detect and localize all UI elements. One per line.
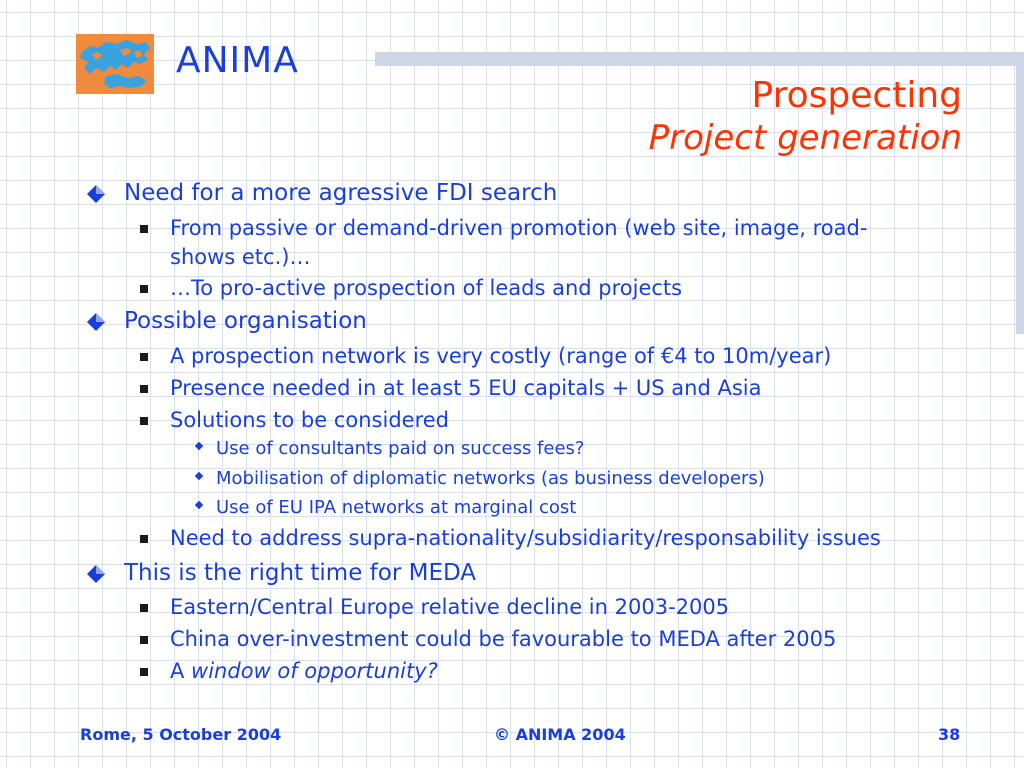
square-bullet-icon — [140, 417, 148, 425]
bullet-level2: …To pro-active prospection of leads and … — [140, 274, 682, 303]
bullet-level2: Eastern/Central Europe relative decline … — [140, 593, 729, 622]
bullet-level2: Need to address supra-nationality/subsid… — [140, 524, 881, 553]
square-bullet-icon — [140, 353, 148, 361]
square-bullet-icon — [140, 535, 148, 543]
bullet-level2: A window of opportunity? — [140, 657, 438, 686]
bullet-level2: From passive or demand-driven promotion … — [140, 214, 867, 272]
diamond-bullet-icon — [87, 313, 105, 331]
square-bullet-icon — [140, 385, 148, 393]
small-diamond-bullet-icon — [194, 441, 204, 451]
slide-content: Need for a more agressive FDI search Fro… — [87, 180, 881, 686]
slide-title: Prospecting — [751, 75, 962, 116]
footer-copyright: © ANIMA 2004 — [494, 725, 626, 744]
square-bullet-icon — [140, 225, 148, 233]
bullet-level3: Mobilisation of diplomatic networks (as … — [194, 468, 765, 489]
bullet-level3: Use of consultants paid on success fees? — [194, 438, 584, 459]
slide-title-block: Prospecting Project generation — [649, 74, 962, 158]
bullet-level2: A prospection network is very costly (ra… — [140, 342, 831, 371]
square-bullet-icon — [140, 604, 148, 612]
brand-name: ANIMA — [176, 40, 299, 81]
square-bullet-icon — [140, 285, 148, 293]
bullet-level2: China over-investment could be favourabl… — [140, 625, 836, 654]
bullet-level2: Presence needed in at least 5 EU capital… — [140, 374, 762, 403]
bullet-level1: This is the right time for MEDA — [87, 560, 476, 586]
bullet-level1: Need for a more agressive FDI search — [87, 180, 557, 206]
small-diamond-bullet-icon — [194, 500, 204, 510]
anima-map-logo — [76, 34, 154, 94]
bullet-level2: Solutions to be considered — [140, 406, 449, 435]
footer-location-date: Rome, 5 October 2004 — [80, 725, 282, 744]
slide-subtitle: Project generation — [648, 118, 962, 158]
small-diamond-bullet-icon — [194, 471, 204, 481]
bullet-level3: Use of EU IPA networks at marginal cost — [194, 497, 576, 518]
footer-page-number: 38 — [938, 725, 961, 744]
side-band — [1016, 52, 1024, 334]
diamond-bullet-icon — [87, 565, 105, 583]
square-bullet-icon — [140, 668, 148, 676]
diamond-bullet-icon — [87, 185, 105, 203]
bullet-level1: Possible organisation — [87, 308, 367, 334]
header-band — [375, 52, 1024, 66]
square-bullet-icon — [140, 636, 148, 644]
